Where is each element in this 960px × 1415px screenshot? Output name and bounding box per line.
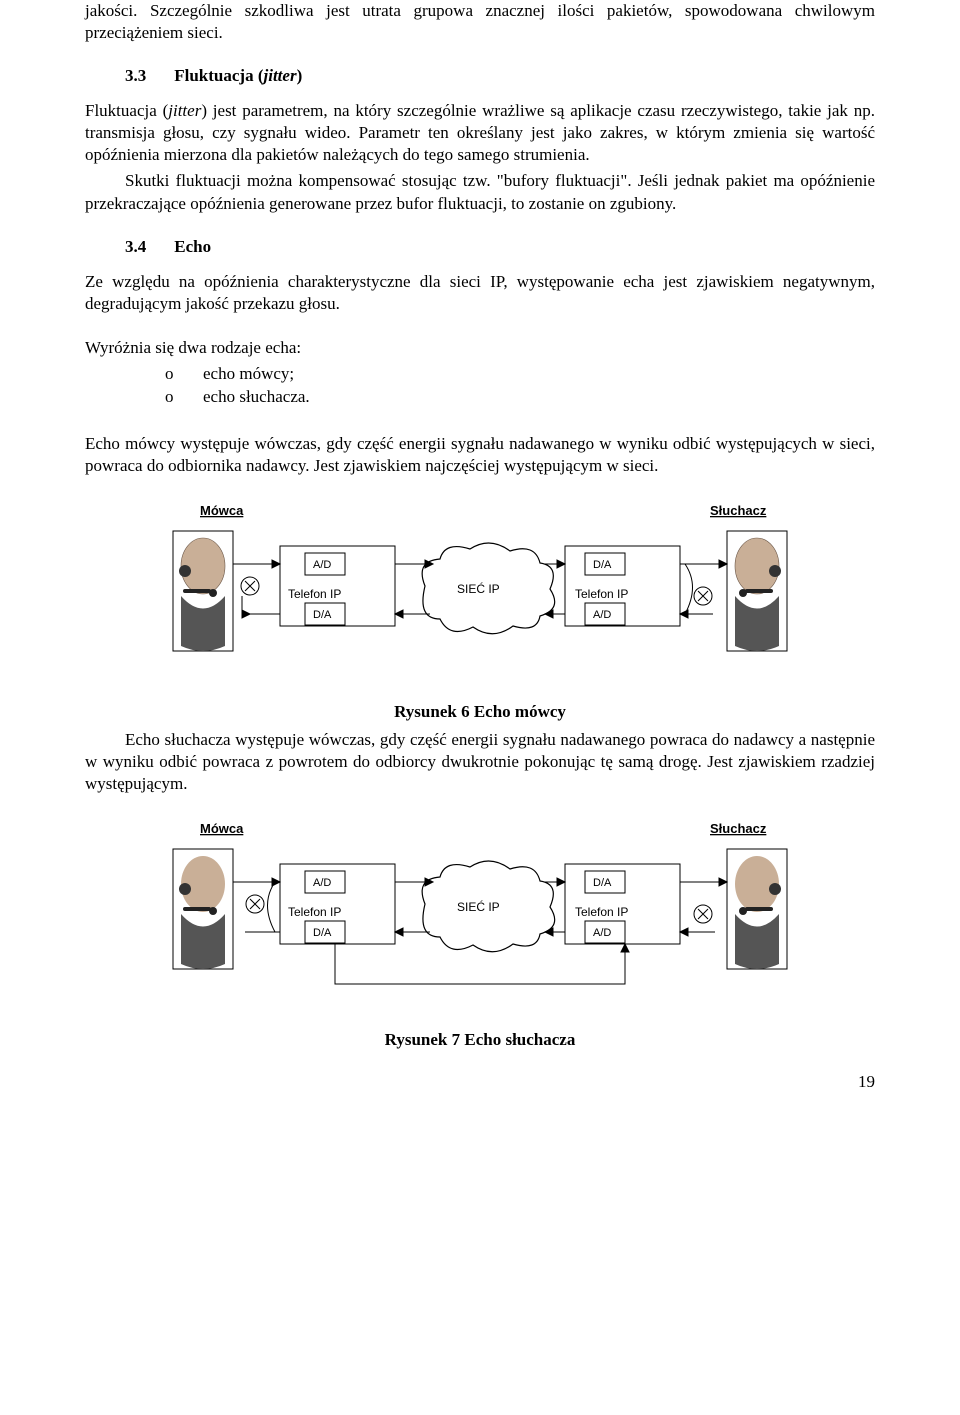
heading-text-jitter: jitter	[264, 66, 297, 85]
paragraph-34-3: Echo mówcy występuje wówczas, gdy część …	[85, 433, 875, 477]
svg-text:A/D: A/D	[313, 877, 331, 889]
svg-text:Telefon IP: Telefon IP	[575, 905, 628, 919]
heading-number: 3.3	[125, 66, 146, 86]
paragraph-34-1: Ze względu na opóźnienia charakterystycz…	[85, 271, 875, 315]
telefon-left: A/D Telefon IP D/A	[280, 546, 395, 626]
svg-text:SIEĆ IP: SIEĆ IP	[457, 899, 500, 914]
paragraph-34-2: Wyróżnia się dwa rodzaje echa:	[85, 337, 875, 359]
heading-number: 3.4	[125, 237, 146, 257]
svg-text:D/A: D/A	[313, 609, 332, 621]
page-number: 19	[85, 1071, 875, 1093]
svg-text:Telefon IP: Telefon IP	[288, 587, 341, 601]
heading-3-3: 3.3 Fluktuacja (jitter)	[85, 66, 875, 86]
telefon-right: D/A Telefon IP A/D	[565, 546, 680, 626]
head-left	[173, 849, 233, 969]
head-right	[727, 849, 787, 969]
figure-6-caption: Rysunek 6 Echo mówcy	[85, 701, 875, 723]
svg-text:D/A: D/A	[593, 559, 612, 571]
svg-text:Telefon IP: Telefon IP	[288, 905, 341, 919]
paragraph-34-4: Echo słuchacza występuje wówczas, gdy cz…	[85, 729, 875, 795]
head-left	[173, 531, 233, 651]
echo-mowcy-diagram: Mówca Słuchacz	[145, 501, 815, 691]
figure-7-caption: Rysunek 7 Echo słuchacza	[85, 1029, 875, 1051]
svg-text:SIEĆ IP: SIEĆ IP	[457, 581, 500, 596]
echo-types-list: echo mówcy; echo słuchacza.	[85, 363, 875, 409]
telefon-right: D/A Telefon IP A/D	[565, 864, 680, 944]
heading-text-a: Fluktuacja (	[174, 66, 263, 85]
telefon-left: A/D Telefon IP D/A	[280, 864, 395, 944]
list-item: echo słuchacza.	[165, 386, 875, 409]
document-page: jakości. Szczególnie szkodliwa jest utra…	[0, 0, 960, 1138]
svg-text:D/A: D/A	[593, 877, 612, 889]
svg-text:A/D: A/D	[313, 559, 331, 571]
head-right	[727, 531, 787, 651]
cloud-siec-ip: SIEĆ IP	[422, 861, 555, 952]
svg-text:A/D: A/D	[593, 927, 611, 939]
paragraph-33-1: Fluktuacja (jitter) jest parametrem, na …	[85, 100, 875, 166]
heading-text: Echo	[174, 237, 211, 256]
label-mowca: Mówca	[200, 503, 244, 518]
list-item: echo mówcy;	[165, 363, 875, 386]
label-sluchacz: Słuchacz	[710, 503, 767, 518]
text-run-italic: jitter	[168, 101, 201, 120]
svg-text:A/D: A/D	[593, 609, 611, 621]
echo-sluchacza-diagram: Mówca Słuchacz	[145, 819, 815, 1019]
figure-6: Mówca Słuchacz	[145, 501, 815, 691]
svg-text:Telefon IP: Telefon IP	[575, 587, 628, 601]
cloud-siec-ip: SIEĆ IP	[422, 543, 555, 634]
text-run: Fluktuacja (	[85, 101, 168, 120]
heading-3-4: 3.4 Echo	[85, 237, 875, 257]
text-run: ) jest parametrem, na który szczególnie …	[85, 101, 875, 164]
paragraph-intro: jakości. Szczególnie szkodliwa jest utra…	[85, 0, 875, 44]
figure-7: Mówca Słuchacz	[145, 819, 815, 1019]
heading-text-c: )	[297, 66, 303, 85]
label-mowca: Mówca	[200, 821, 244, 836]
label-sluchacz: Słuchacz	[710, 821, 767, 836]
paragraph-33-2: Skutki fluktuacji można kompensować stos…	[85, 170, 875, 214]
svg-text:D/A: D/A	[313, 927, 332, 939]
